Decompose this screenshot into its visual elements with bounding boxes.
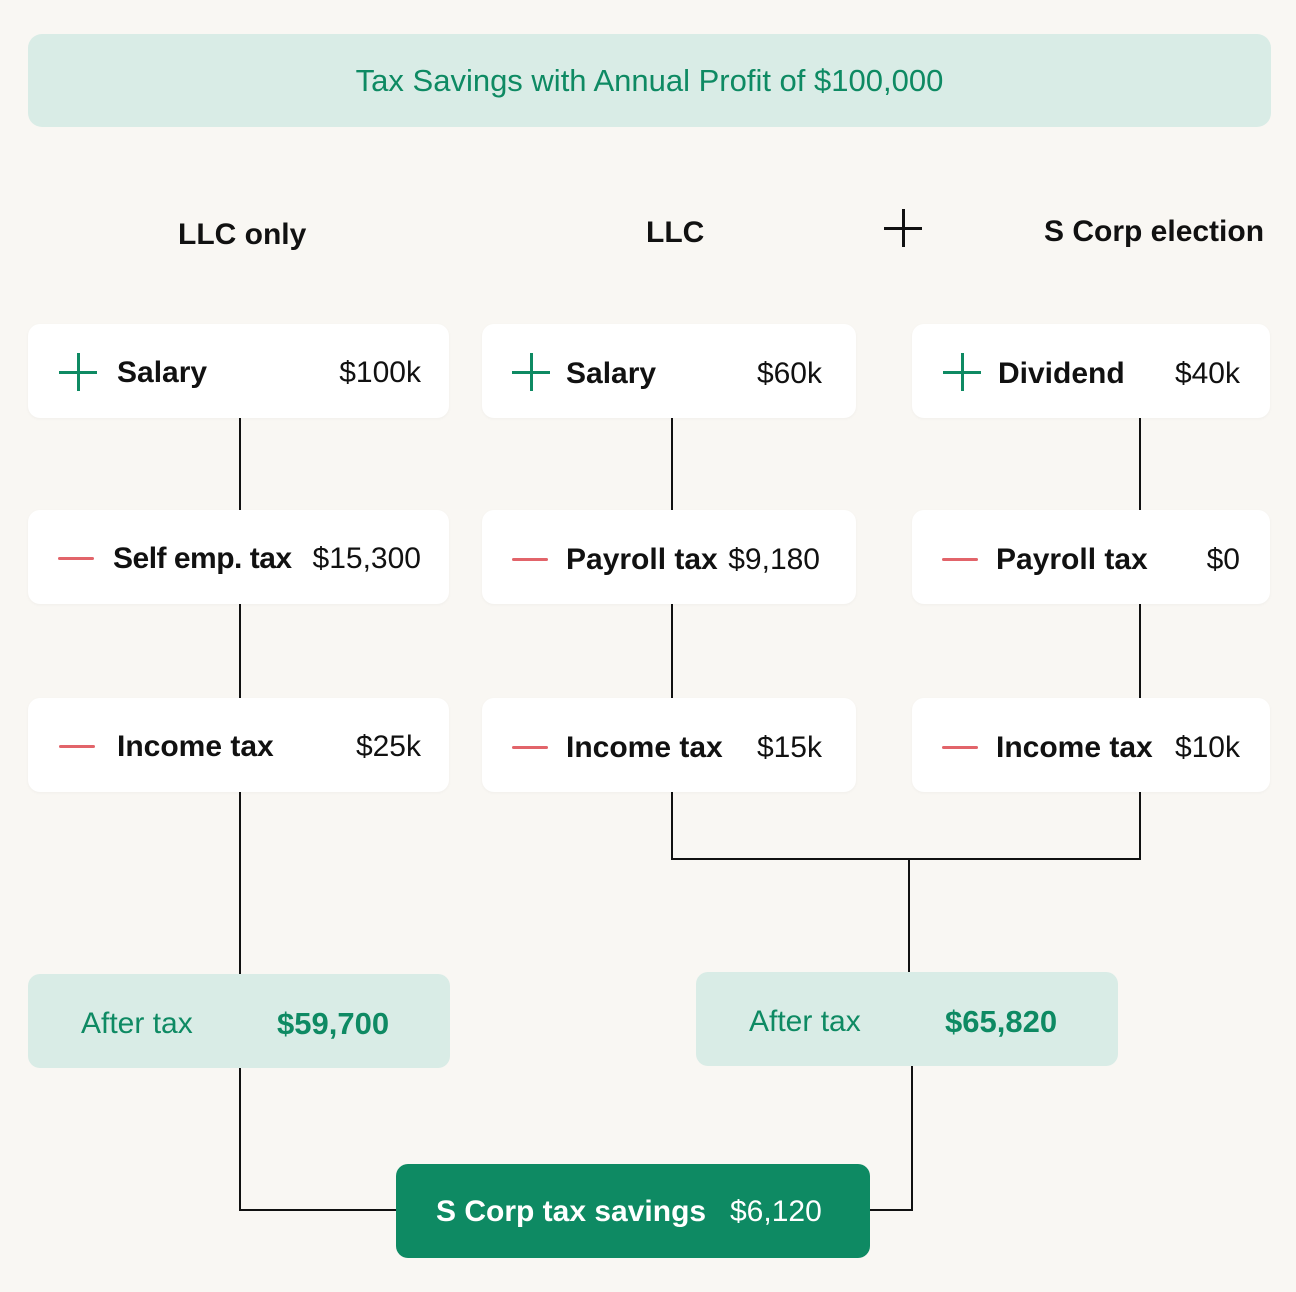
llc-only-after-tax-box: After tax $59,700 <box>28 974 450 1068</box>
item-value: $15k <box>756 731 822 764</box>
item-label: Self emp. tax <box>113 542 292 575</box>
item-label: Income tax <box>566 731 723 764</box>
column-heading-llc: LLC <box>646 216 705 249</box>
plus-icon <box>59 353 97 391</box>
after-tax-label: After tax <box>81 1007 193 1040</box>
item-value: $100k <box>339 356 421 389</box>
llc-only-salary-card: Salary $100k <box>28 324 449 418</box>
after-tax-value: $59,700 <box>277 1006 390 1041</box>
connector-line <box>870 1209 913 1211</box>
llc-payroll-tax-card: Payroll tax $9,180 <box>482 510 856 604</box>
item-label: Income tax <box>117 730 274 763</box>
connector-line <box>671 418 673 510</box>
llc-only-self-emp-tax-card: Self emp. tax $15,300 <box>28 510 449 604</box>
minus-icon <box>512 540 550 578</box>
item-label: Income tax <box>996 731 1153 764</box>
item-value: $10k <box>1174 731 1240 764</box>
connector-line <box>239 604 241 698</box>
connector-line <box>1139 418 1141 510</box>
connector-line <box>908 858 910 972</box>
item-label: Salary <box>117 356 208 389</box>
item-value: $0 <box>1206 543 1240 576</box>
s-corp-payroll-tax-card: Payroll tax $0 <box>912 510 1270 604</box>
connector-line <box>911 1066 913 1210</box>
llc-only-income-tax-card: Income tax $25k <box>28 698 449 792</box>
page-title: Tax Savings with Annual Profit of $100,0… <box>355 62 944 98</box>
minus-icon <box>512 728 550 766</box>
connector-line <box>239 418 241 510</box>
plus-icon <box>884 208 924 248</box>
item-value: $60k <box>756 357 822 390</box>
column-heading-s-corp: S Corp election <box>1044 215 1265 248</box>
after-tax-label: After tax <box>749 1005 861 1038</box>
item-label: Payroll tax <box>566 543 718 576</box>
column-heading-llc-only: LLC only <box>178 218 307 251</box>
plus-icon <box>943 353 981 391</box>
item-value: $40k <box>1174 357 1240 390</box>
s-corp-tax-savings-box: S Corp tax savings $6,120 <box>396 1164 870 1258</box>
llc-income-tax-card: Income tax $15k <box>482 698 856 792</box>
savings-label: S Corp tax savings <box>436 1195 707 1228</box>
combined-after-tax-box: After tax $65,820 <box>696 972 1118 1066</box>
plus-icon <box>512 353 550 391</box>
connector-line <box>671 604 673 698</box>
s-corp-dividend-card: Dividend $40k <box>912 324 1270 418</box>
s-corp-income-tax-card: Income tax $10k <box>912 698 1270 792</box>
item-label: Salary <box>566 357 657 390</box>
minus-icon <box>942 540 980 578</box>
connector-line <box>671 792 673 860</box>
item-value: $25k <box>355 730 421 763</box>
item-value: $15,300 <box>312 542 421 575</box>
connector-line <box>1139 792 1141 860</box>
minus-icon <box>58 539 96 577</box>
connector-line <box>239 1209 396 1211</box>
item-value: $9,180 <box>728 543 820 576</box>
minus-icon <box>59 727 97 765</box>
after-tax-value: $65,820 <box>945 1004 1058 1039</box>
connector-line <box>239 792 241 974</box>
connector-line <box>1139 604 1141 698</box>
title-banner: Tax Savings with Annual Profit of $100,0… <box>28 34 1271 127</box>
llc-salary-card: Salary $60k <box>482 324 856 418</box>
item-label: Dividend <box>998 357 1125 390</box>
item-label: Payroll tax <box>996 543 1148 576</box>
savings-value: $6,120 <box>730 1195 822 1228</box>
minus-icon <box>942 728 980 766</box>
connector-line <box>239 1068 241 1210</box>
connector-line <box>671 858 1141 860</box>
